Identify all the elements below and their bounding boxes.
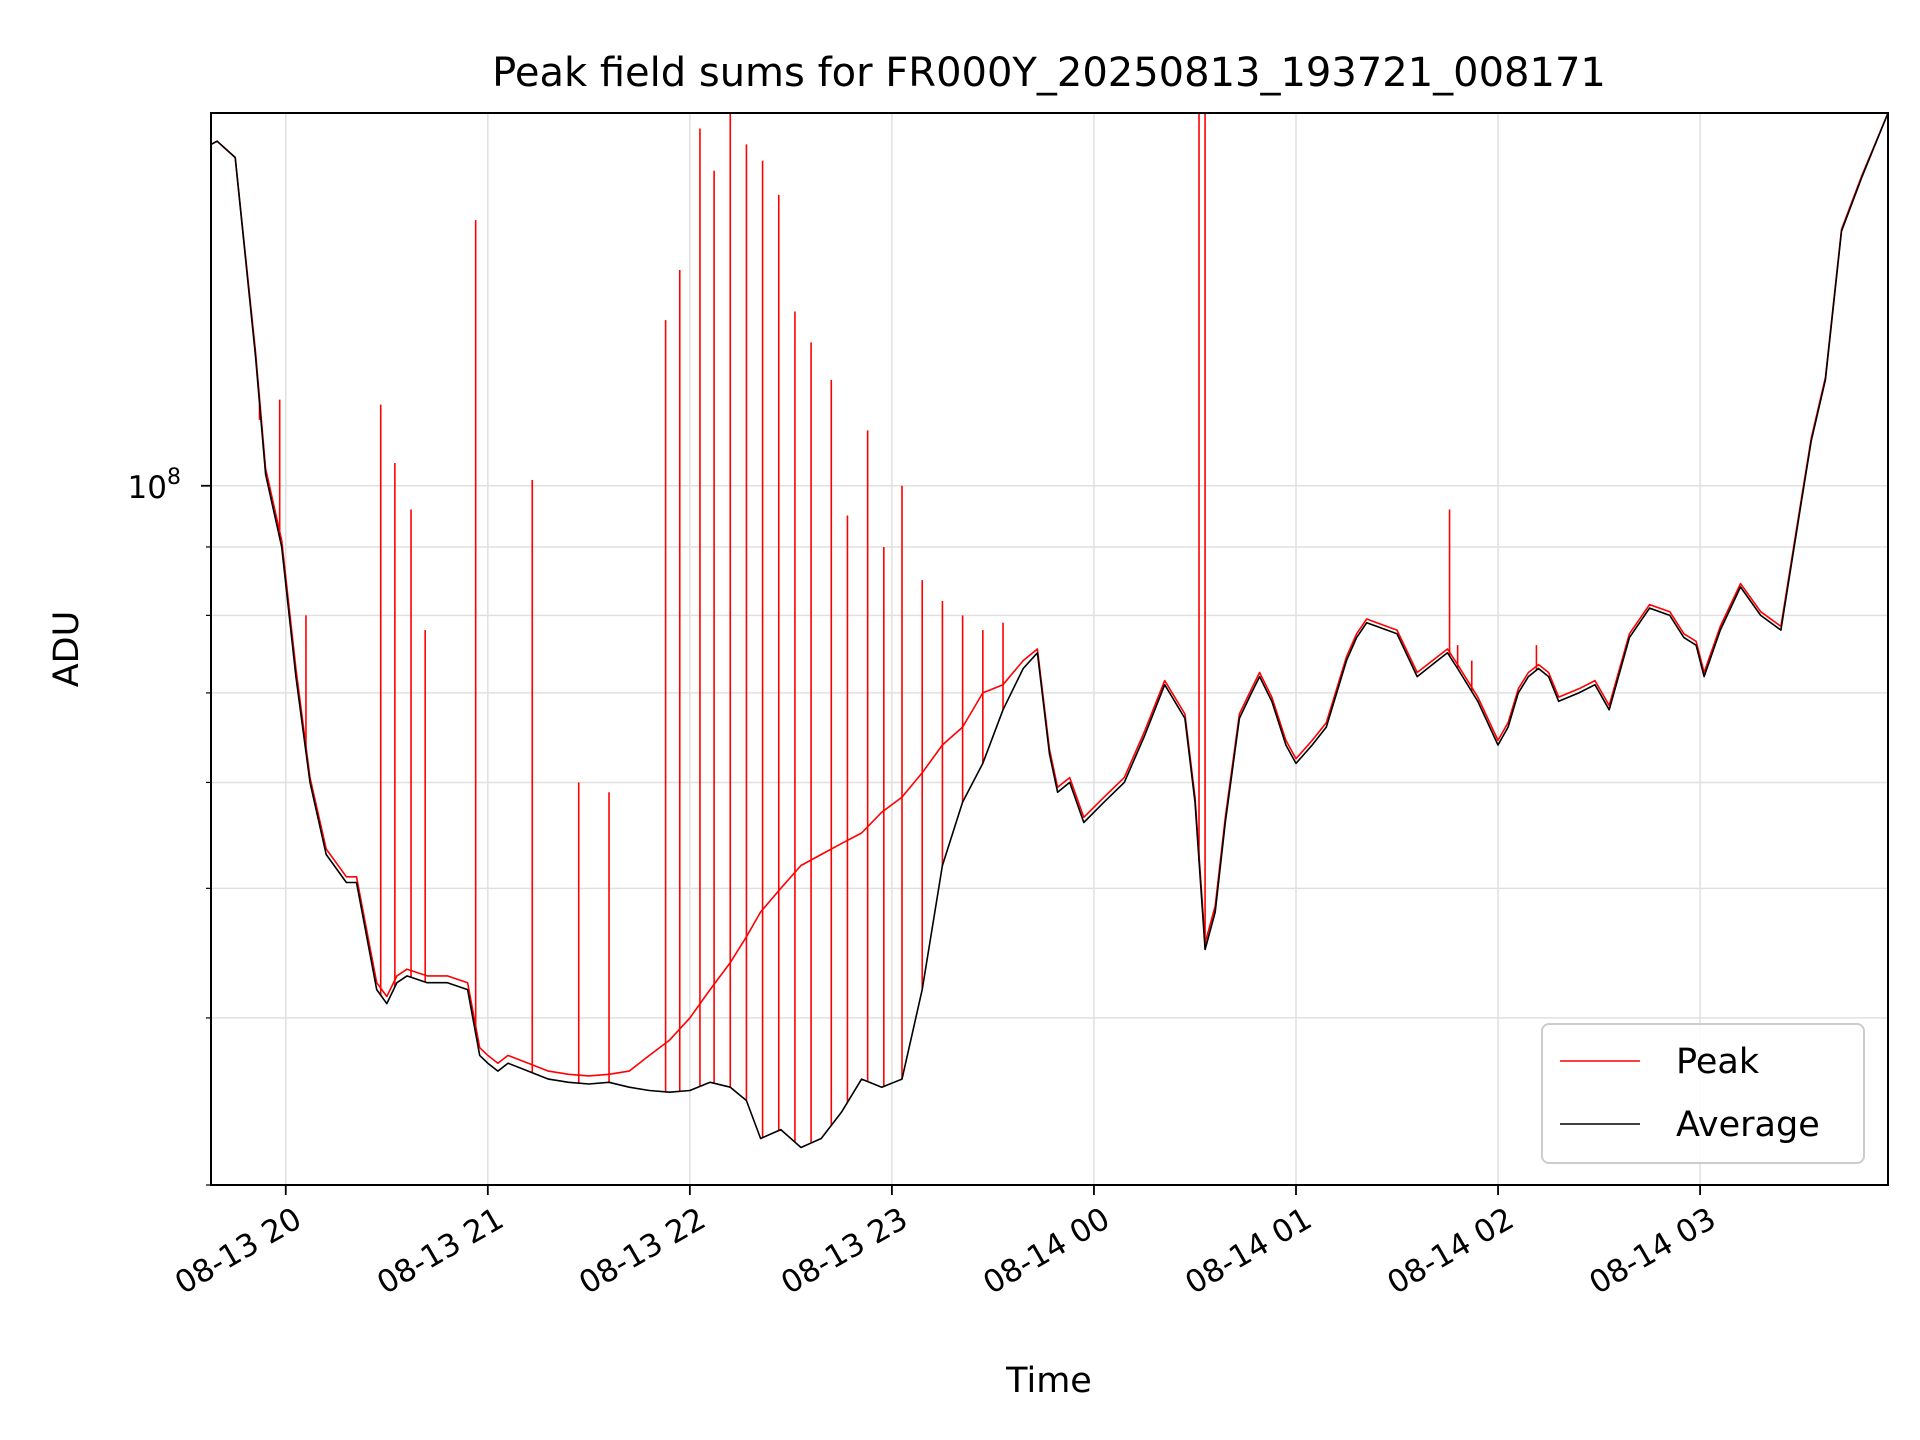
chart-title: Peak field sums for FR000Y_20250813_1937… <box>492 50 1606 96</box>
plot-frame <box>210 112 1889 1186</box>
legend-peak-label: Peak <box>1676 1042 1760 1082</box>
legend-box <box>1541 1023 1865 1164</box>
y-tick-label: 108 <box>128 465 181 506</box>
y-tick-label-exponent: 8 <box>167 465 181 490</box>
average-line <box>210 112 1889 1149</box>
y-tick-label-base: 10 <box>128 470 167 506</box>
peak-line <box>210 112 1889 1077</box>
legend-average-label: Average <box>1676 1105 1820 1145</box>
y-axis-label: ADU <box>47 611 87 688</box>
plot-lines <box>210 112 1889 1149</box>
legend: Peak Average <box>1541 1023 1865 1164</box>
x-axis-label: Time <box>1005 1361 1092 1401</box>
